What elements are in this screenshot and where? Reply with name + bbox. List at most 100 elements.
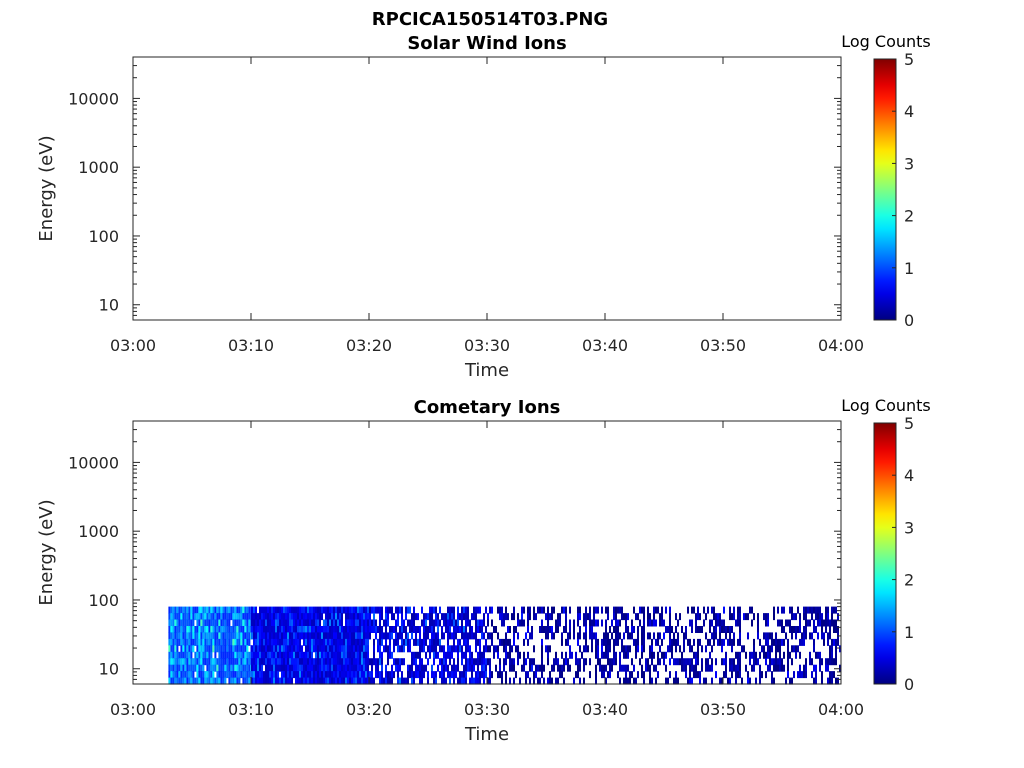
data-cell xyxy=(631,671,633,679)
data-cell xyxy=(305,619,307,627)
data-cell xyxy=(269,658,271,666)
data-cell xyxy=(210,619,213,627)
x-tick-label: 03:40 xyxy=(582,336,628,355)
data-cell xyxy=(633,638,635,646)
data-cell xyxy=(819,664,821,672)
data-cell xyxy=(335,664,337,672)
data-cell xyxy=(188,677,191,685)
data-cell xyxy=(703,677,705,685)
data-cell xyxy=(759,664,761,672)
data-cell xyxy=(763,651,765,659)
data-cell xyxy=(214,677,217,685)
data-cell xyxy=(224,613,227,621)
data-cell xyxy=(433,626,435,633)
data-cell xyxy=(182,677,185,685)
data-cell xyxy=(182,626,185,633)
data-cell xyxy=(429,626,431,633)
data-cell xyxy=(263,606,265,614)
data-cell xyxy=(397,658,399,666)
data-cell xyxy=(299,626,301,633)
data-cell xyxy=(331,671,333,679)
data-cell xyxy=(234,645,237,653)
data-cell xyxy=(210,658,213,666)
data-cell xyxy=(331,626,333,633)
data-cell xyxy=(335,606,337,614)
data-cell xyxy=(625,645,627,653)
data-cell xyxy=(595,619,597,627)
data-cell xyxy=(267,658,269,666)
data-cell xyxy=(475,626,477,633)
data-cell xyxy=(343,645,345,653)
data-cell xyxy=(192,632,195,640)
data-cell xyxy=(441,626,443,633)
data-cell xyxy=(242,677,245,685)
data-cell xyxy=(833,638,835,646)
x-tick-label: 04:00 xyxy=(818,700,864,719)
data-cell xyxy=(244,606,247,614)
data-cell xyxy=(507,651,509,659)
data-cell xyxy=(281,613,283,621)
data-cell xyxy=(669,626,671,633)
data-cell xyxy=(479,619,481,627)
data-cell xyxy=(561,671,563,679)
data-cell xyxy=(170,664,173,672)
data-cell xyxy=(371,626,373,633)
data-cell xyxy=(811,658,813,666)
data-cell xyxy=(397,671,399,679)
data-cell xyxy=(763,613,765,621)
data-cell xyxy=(475,613,477,621)
data-cell xyxy=(367,658,369,666)
data-cell xyxy=(411,658,413,666)
data-cell xyxy=(835,626,837,633)
colorbar-label: Log Counts xyxy=(841,396,931,415)
data-cell xyxy=(779,645,781,653)
data-cell xyxy=(833,606,835,614)
data-cell xyxy=(359,626,361,633)
data-cell xyxy=(403,619,405,627)
data-cell xyxy=(399,658,401,666)
data-cell xyxy=(303,619,305,627)
data-cell xyxy=(767,613,769,621)
data-cell xyxy=(273,645,275,653)
data-cell xyxy=(327,613,329,621)
data-cell xyxy=(182,632,185,640)
data-cell xyxy=(427,658,429,666)
data-cell xyxy=(198,606,201,614)
data-cell xyxy=(259,638,261,646)
data-cell xyxy=(455,619,457,627)
x-tick-label: 03:30 xyxy=(464,700,510,719)
data-cell xyxy=(283,619,285,627)
data-cell xyxy=(184,619,187,627)
data-cell xyxy=(303,626,305,633)
data-cell xyxy=(683,664,685,672)
data-cell xyxy=(281,677,283,685)
data-cell xyxy=(687,606,689,614)
data-cell xyxy=(327,645,329,653)
data-cell xyxy=(391,651,393,659)
data-cell xyxy=(238,645,241,653)
data-cell xyxy=(431,671,433,679)
data-cell xyxy=(269,632,271,640)
data-cell xyxy=(565,613,567,621)
data-cell xyxy=(637,638,639,646)
data-cell xyxy=(415,658,417,666)
data-cell xyxy=(545,626,547,633)
data-cell xyxy=(377,671,379,679)
data-cell xyxy=(331,645,333,653)
data-cell xyxy=(389,677,391,685)
data-cell xyxy=(689,677,691,685)
data-cell xyxy=(471,677,473,685)
data-cell xyxy=(379,619,381,627)
data-cell xyxy=(827,677,829,685)
data-cell xyxy=(745,613,747,621)
data-cell xyxy=(411,671,413,679)
data-cell xyxy=(337,613,339,621)
data-cell xyxy=(413,626,415,633)
data-cell xyxy=(176,632,179,640)
data-cell xyxy=(307,677,309,685)
data-cell xyxy=(773,677,775,685)
data-cell xyxy=(311,626,313,633)
data-cell xyxy=(381,632,383,640)
data-cell xyxy=(285,638,287,646)
data-cell xyxy=(206,632,209,640)
